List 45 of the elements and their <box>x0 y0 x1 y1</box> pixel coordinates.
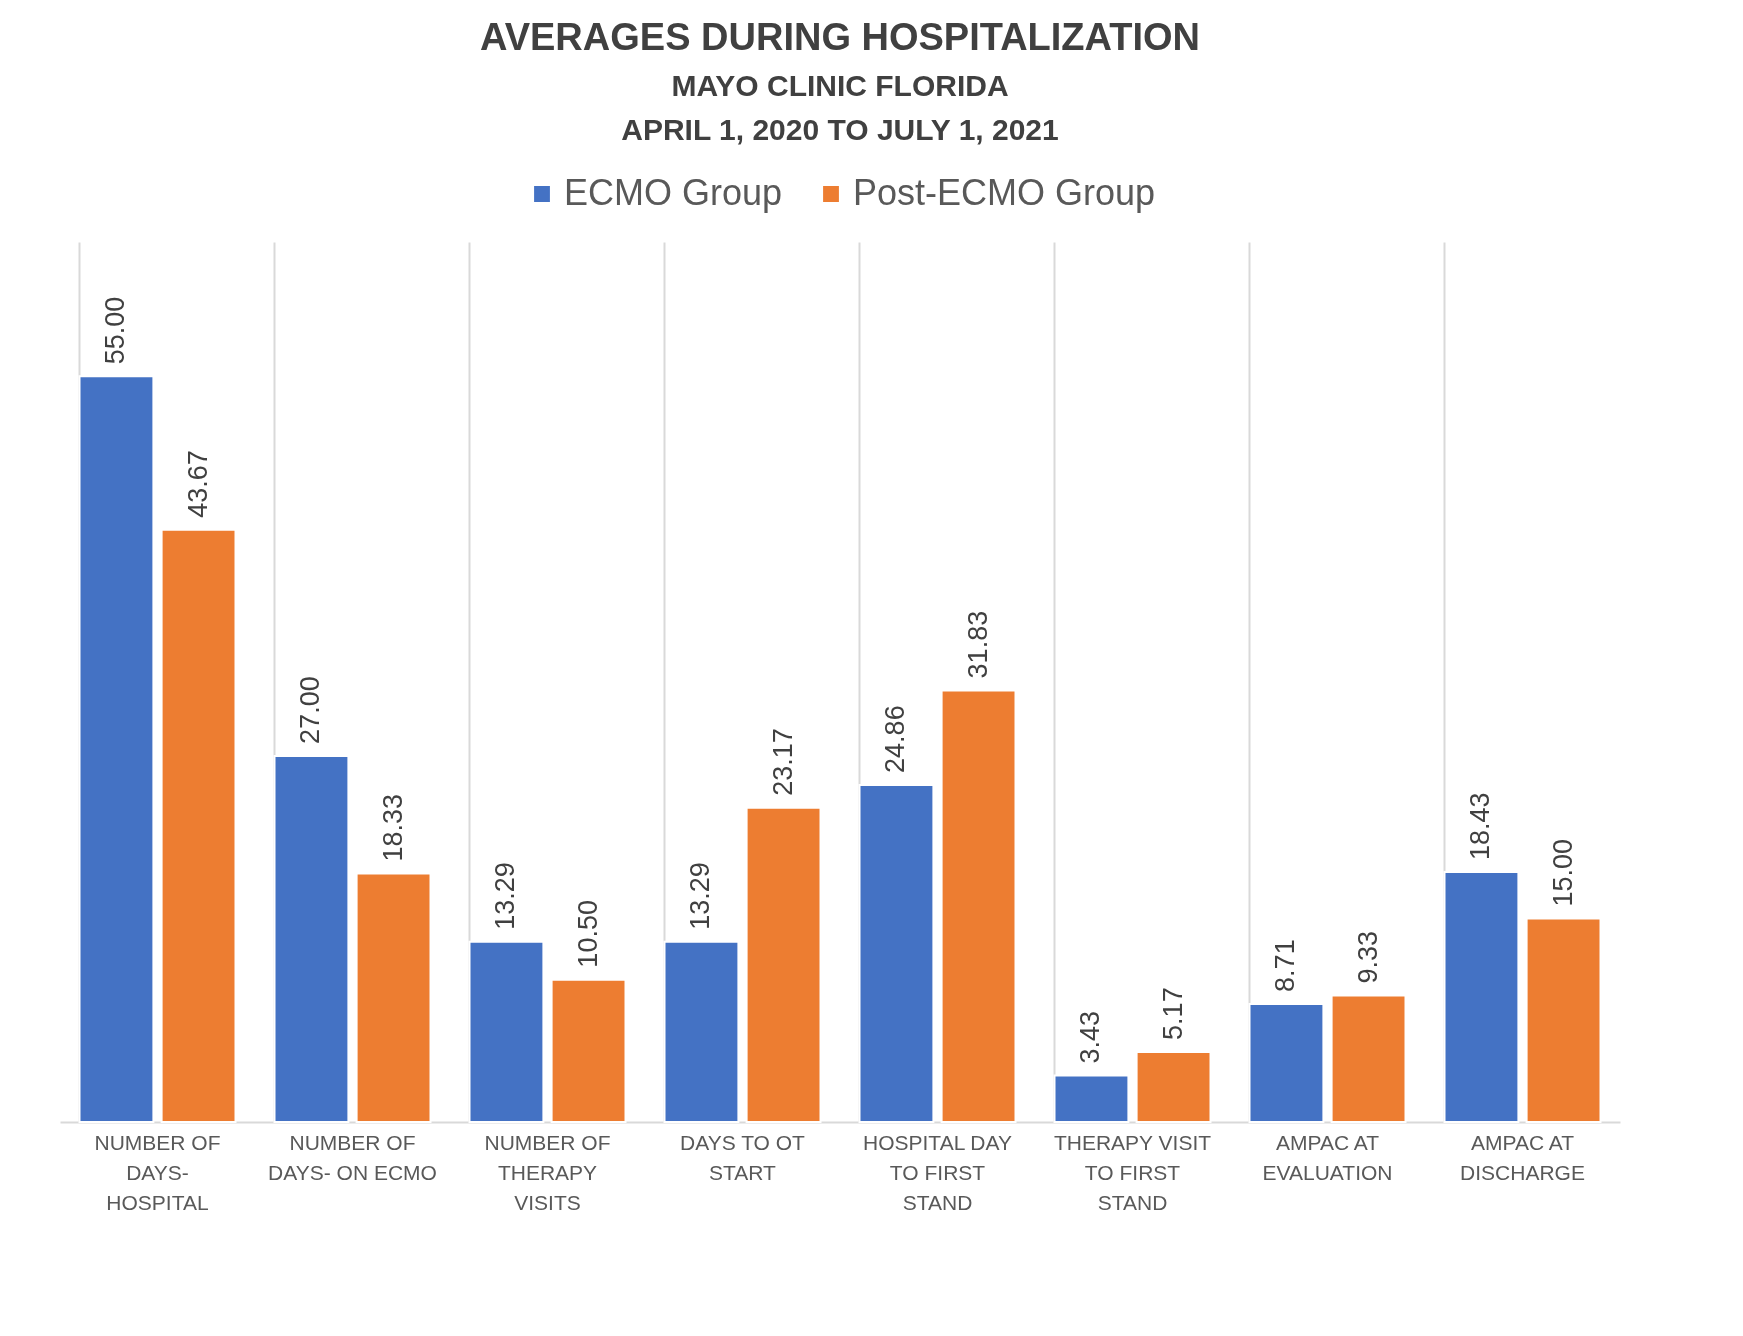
bar <box>663 940 740 1123</box>
data-label: 18.43 <box>1465 792 1496 861</box>
text: APRIL 1, 2020 TO JULY 1, 2021 <box>621 113 1059 146</box>
x-tick-label: AMPAC AT EVALUATION <box>1262 1130 1393 1184</box>
bar <box>468 940 545 1123</box>
x-tick-label: NUMBER OF DAYS- HOSPITAL <box>94 1130 221 1214</box>
bar <box>1135 1050 1212 1123</box>
data-label: 15.00 <box>1547 839 1578 907</box>
bar <box>78 375 155 1123</box>
x-tick-label: DAYS TO OT START <box>680 1130 806 1184</box>
data-label: 10.50 <box>572 900 603 968</box>
x-tick-label: NUMBER OF DAYS- ON ECMO <box>268 1130 437 1184</box>
data-label: 13.29 <box>490 862 521 930</box>
data-label: 5.17 <box>1157 987 1188 1040</box>
x-tick-label: AMPAC AT DISCHARGE <box>1460 1130 1585 1184</box>
bar <box>273 754 350 1123</box>
bar <box>1053 1074 1130 1123</box>
data-label: 13.29 <box>685 862 716 930</box>
chart-subtitle: MAYO CLINIC FLORIDA <box>671 69 1009 102</box>
data-label: 31.83 <box>962 610 993 679</box>
bar <box>1248 1002 1325 1123</box>
data-label: 55.00 <box>100 296 131 365</box>
bar <box>745 806 822 1123</box>
x-tick-label: NUMBER OF THERAPY VISITS <box>484 1130 611 1214</box>
bar <box>1443 871 1520 1123</box>
legend-label: ECMO Group <box>564 172 783 213</box>
legend-label: Post-ECMO Group <box>853 172 1156 213</box>
bar <box>1525 917 1602 1123</box>
bar <box>355 872 432 1123</box>
data-label: 43.67 <box>182 450 213 518</box>
data-label: 24.86 <box>880 705 911 773</box>
bar <box>1330 994 1407 1123</box>
bar <box>940 689 1017 1123</box>
bar <box>550 978 627 1123</box>
data-label: 27.00 <box>295 676 326 744</box>
data-label: 18.33 <box>377 793 408 862</box>
bar <box>160 528 237 1123</box>
data-label: 8.71 <box>1270 939 1301 992</box>
data-label: 23.17 <box>767 728 798 796</box>
chart-title: AVERAGES DURING HOSPITALIZATION <box>480 16 1200 58</box>
data-label: 9.33 <box>1352 930 1383 984</box>
x-tick-label: HOSPITAL DAY TO FIRST STAND <box>863 1130 1012 1214</box>
bar <box>858 783 935 1123</box>
data-label: 3.43 <box>1075 1010 1106 1064</box>
x-tick-label: THERAPY VISIT TO FIRST STAND <box>1053 1130 1212 1214</box>
